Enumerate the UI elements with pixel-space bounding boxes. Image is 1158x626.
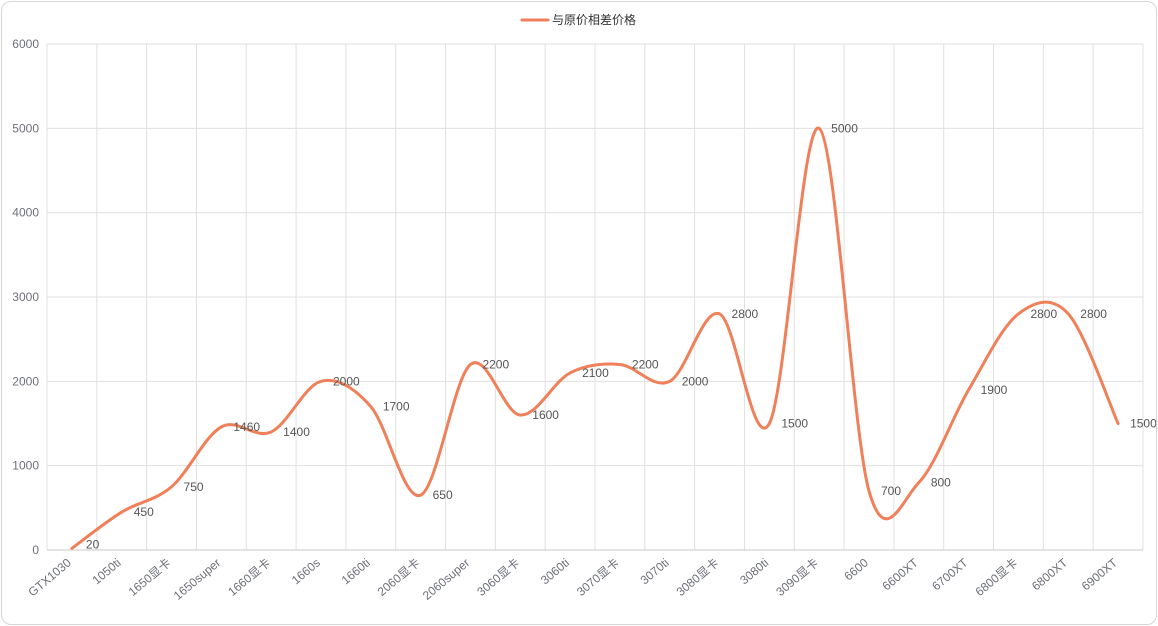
data-point[interactable] [1064,310,1072,318]
x-tick-label: 3080ti [737,556,771,588]
data-label: 1500 [1130,417,1157,431]
data-label: 1500 [781,417,808,431]
data-label: 5000 [831,121,858,135]
x-tick-label: 6900XT [1079,555,1121,593]
data-label: 2800 [732,307,759,321]
data-label: 1400 [283,425,310,439]
data-point[interactable] [516,411,524,419]
data-point[interactable] [217,423,225,431]
series-line [70,126,1120,550]
data-point[interactable] [1114,420,1122,428]
data-point[interactable] [716,310,724,318]
data-point[interactable] [118,508,126,516]
y-tick-label: 4000 [12,206,39,220]
x-tick-label: 6700XT [929,555,971,593]
x-tick-label: 6600XT [880,555,922,593]
data-point[interactable] [317,377,325,385]
data-point[interactable] [965,386,973,394]
data-point[interactable] [417,491,425,499]
data-label: 450 [134,505,154,519]
x-tick-label: 3060ti [538,556,572,588]
data-point[interactable] [367,403,375,411]
data-label: 2000 [682,374,709,388]
data-label: 1600 [532,408,559,422]
data-label: 2800 [1080,307,1107,321]
x-tick-label: 1650super [171,556,223,603]
data-point[interactable] [466,360,474,368]
x-tick-label: 3080显卡 [674,556,722,599]
data-label: 700 [881,484,901,498]
x-tick-label: 2060显卡 [375,556,423,599]
x-tick-label: 3090显卡 [773,556,821,599]
data-point[interactable] [865,487,873,495]
y-tick-label: 6000 [12,37,39,51]
data-label: 1900 [981,383,1008,397]
y-tick-label: 0 [32,543,39,557]
x-tick-label: 2060super [420,556,472,603]
x-tick-label: 3060显卡 [474,556,522,599]
data-label: 2000 [333,374,360,388]
data-label: 1460 [233,420,260,434]
x-tick-label: 6800XT [1029,555,1071,593]
data-point[interactable] [815,124,823,132]
x-tick-label: 1660ti [339,556,373,588]
x-tick-label: 3070显卡 [574,556,622,599]
data-point[interactable] [566,369,574,377]
data-label: 800 [931,476,951,490]
data-label: 2800 [1030,307,1057,321]
legend-label[interactable]: 与原价相差价格 [552,12,636,27]
data-label: 650 [433,488,453,502]
x-tick-label: 1650显卡 [126,556,174,599]
y-tick-label: 2000 [12,374,39,388]
data-point[interactable] [915,479,923,487]
data-label: 20 [86,537,100,551]
data-label: 2200 [482,357,509,371]
data-point[interactable] [616,360,624,368]
x-tick-label: 3070ti [638,556,672,588]
data-point[interactable] [267,428,275,436]
data-label: 1700 [383,400,410,414]
x-tick-label: 1660显卡 [225,556,273,599]
data-point[interactable] [168,483,176,491]
data-point[interactable] [765,420,773,428]
data-point[interactable] [68,544,76,552]
x-tick-label: 1050ti [90,556,124,588]
data-label: 750 [184,480,204,494]
x-tick-label: GTX1030 [25,555,74,599]
data-point[interactable] [1014,310,1022,318]
x-tick-label: 6600 [841,555,871,583]
x-tick-label: 6800显卡 [973,556,1021,599]
data-label: 2200 [632,357,659,371]
x-tick-label: 1660s [289,556,323,588]
y-tick-label: 5000 [12,121,39,135]
y-tick-label: 1000 [12,459,39,473]
data-point[interactable] [666,377,674,385]
data-label: 2100 [582,366,609,380]
y-tick-label: 3000 [12,290,39,304]
